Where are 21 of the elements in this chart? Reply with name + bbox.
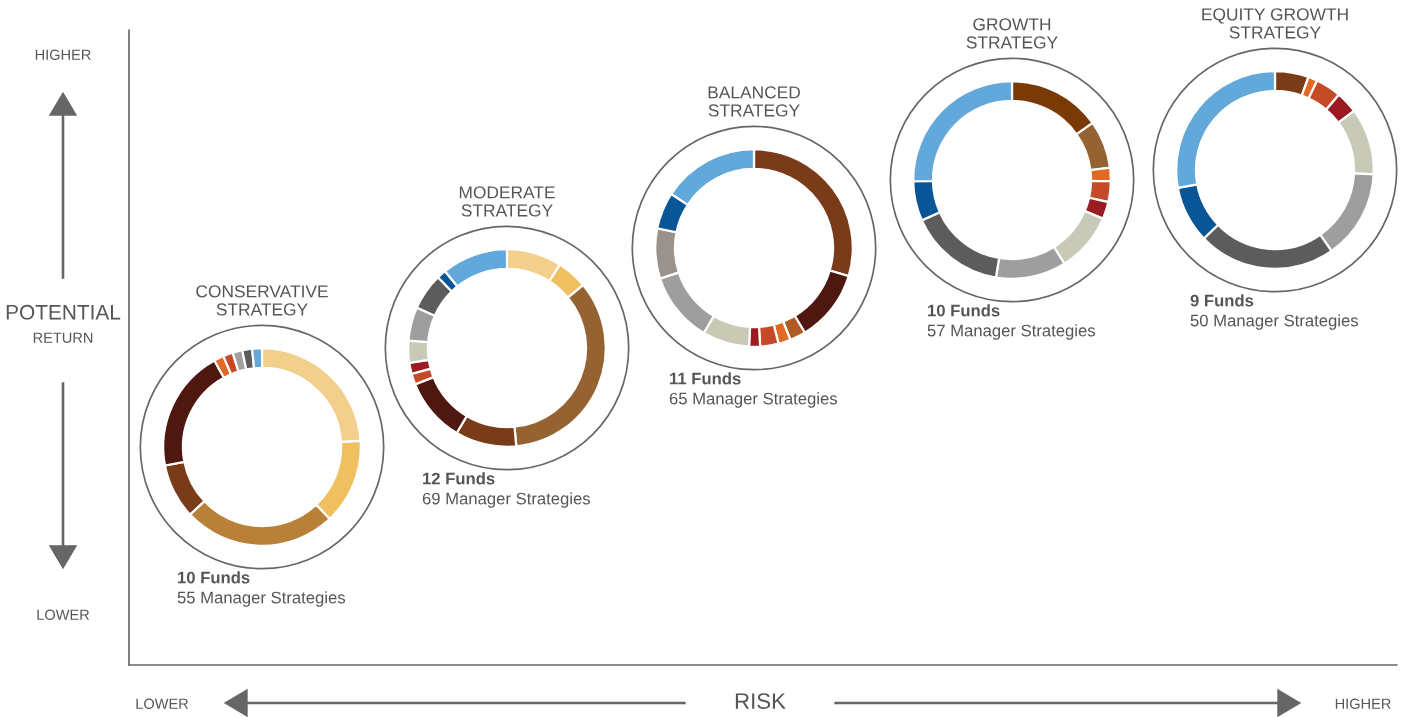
- text: 9 Funds: [1190, 294, 1254, 307]
- text: 12 Funds: [423, 472, 495, 485]
- text: 57 Manager Strategies: [927, 324, 1096, 340]
- text: HIGHER: [35, 49, 91, 60]
- text: LOWER: [136, 698, 189, 709]
- text: HIGHER: [1335, 698, 1391, 709]
- text: 55 Manager Strategies: [177, 591, 346, 607]
- text: 11 Funds: [670, 372, 741, 385]
- text: 65 Manager Strategies: [669, 392, 838, 408]
- text: 69 Manager Strategies: [422, 492, 591, 508]
- text: 10 Funds: [928, 304, 1000, 317]
- chart-title: EQUITY GROWTH STRATEGY: [1202, 8, 1348, 39]
- text: RISK: [735, 693, 786, 709]
- text: 10 Funds: [178, 571, 250, 584]
- text: LOWER: [37, 609, 90, 620]
- chart-title: MODERATE STRATEGY: [459, 186, 555, 217]
- text: 50 Manager Strategies: [1190, 314, 1359, 330]
- chart-title: BALANCED STRATEGY: [708, 86, 800, 117]
- chart-title: CONSERVATIVE STRATEGY: [196, 285, 328, 316]
- chart-title: GROWTH STRATEGY: [966, 18, 1058, 49]
- text: POTENTIAL RETURN: [6, 304, 121, 343]
